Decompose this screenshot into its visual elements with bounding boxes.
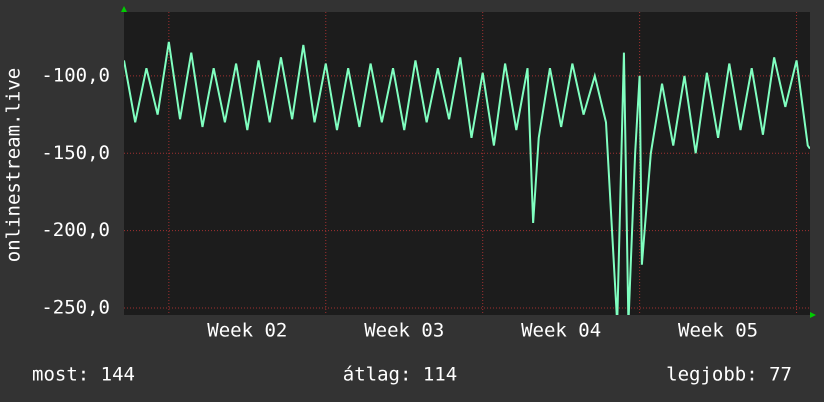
stat-average: átlag: 114: [343, 364, 457, 386]
y-axis-label: onlinestream.live: [3, 68, 25, 262]
stat-best: legjobb: 77: [666, 364, 792, 386]
x-tick-label: Week 04: [521, 320, 601, 342]
x-tick-label: Week 05: [678, 320, 758, 342]
axis-arrow: [810, 312, 816, 318]
x-tick-label: Week 03: [364, 320, 444, 342]
y-tick-label: -150,0: [41, 142, 110, 164]
y-tick-label: -250,0: [41, 297, 110, 319]
data-line: [124, 41, 810, 315]
y-tick-label: -200,0: [41, 219, 110, 241]
stat-current: most: 144: [32, 364, 135, 386]
axis-arrow: [121, 6, 127, 12]
x-tick-label: Week 02: [207, 320, 287, 342]
y-tick-label: -100,0: [41, 64, 110, 86]
plot-area: [124, 12, 810, 315]
